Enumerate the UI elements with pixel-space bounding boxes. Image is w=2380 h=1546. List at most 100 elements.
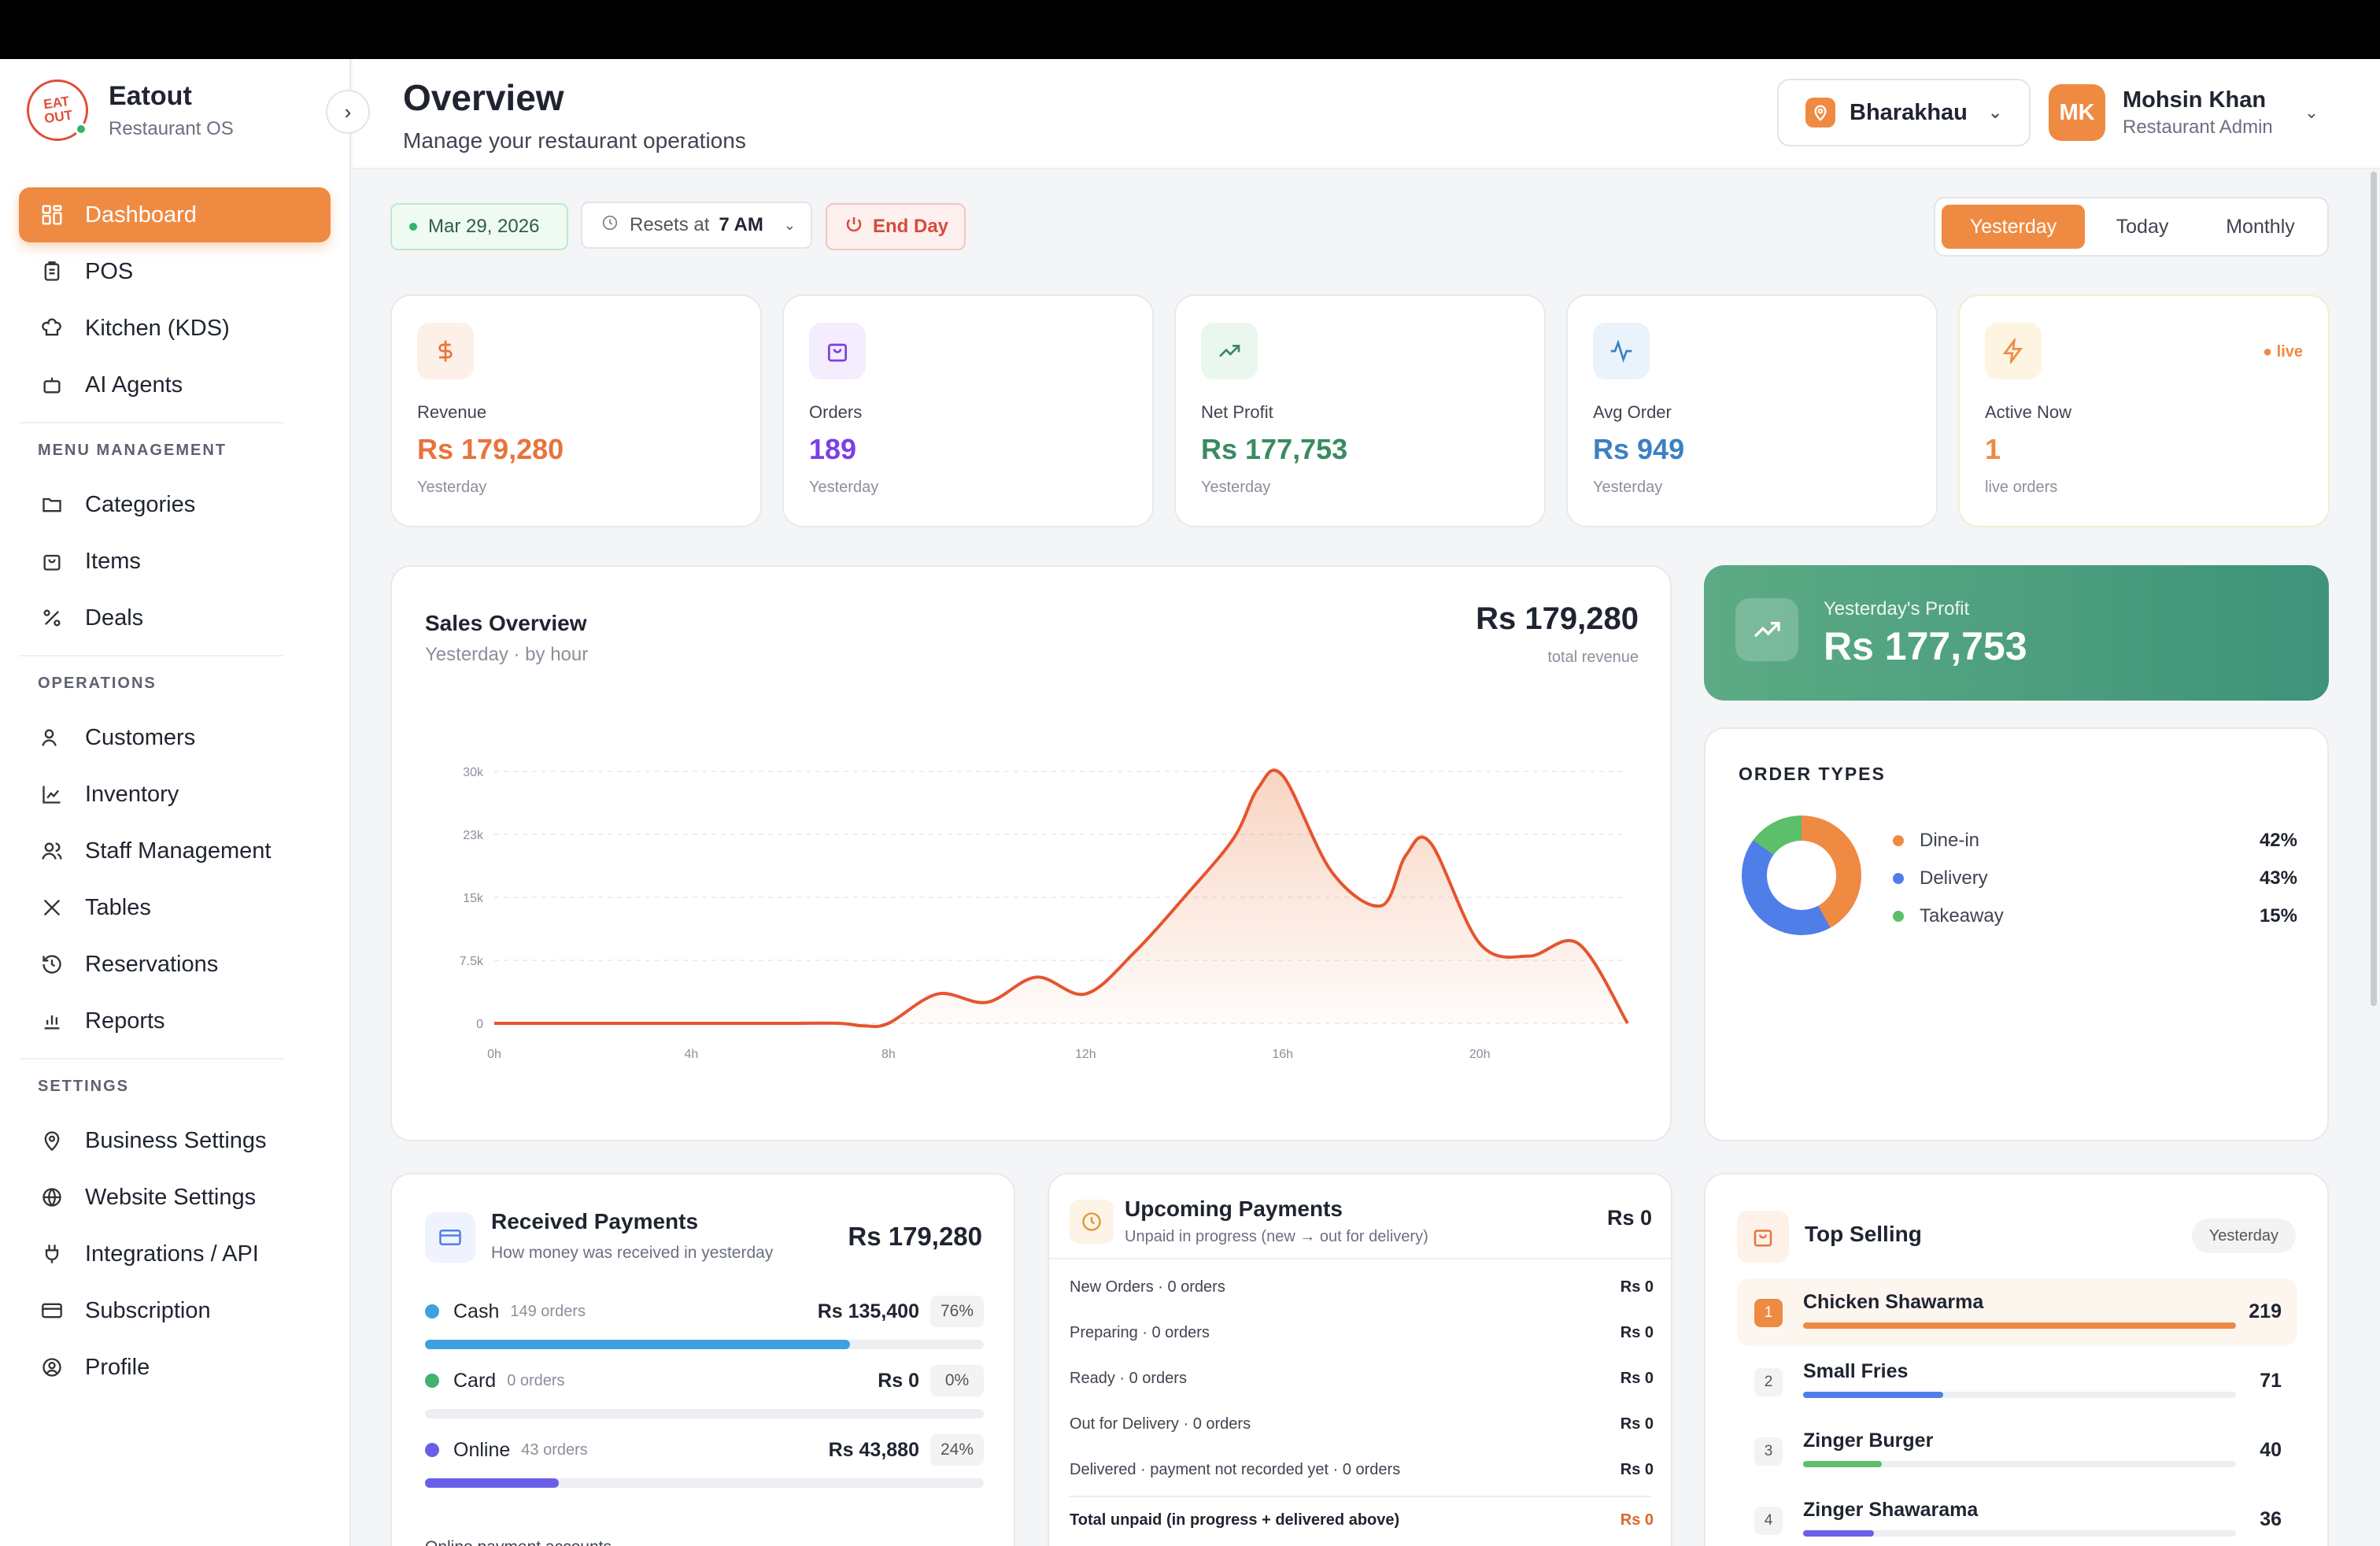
profit-value: Rs 177,753 xyxy=(1824,624,2027,668)
brand[interactable]: EAT OUT Eatout Restaurant OS xyxy=(27,80,234,141)
tab-monthly[interactable]: Monthly xyxy=(2226,215,2295,238)
sidebar-item-reports[interactable]: Reports xyxy=(19,993,331,1049)
legend-pct: 43% xyxy=(2259,867,2297,889)
stat-value: 1 xyxy=(1985,433,2001,465)
sales-overview-card: Sales Overview Yesterday · by hour Rs 17… xyxy=(390,565,1672,1141)
card-subtitle: How money was received in yesterday xyxy=(491,1244,774,1262)
top-item-row[interactable]: 1 Chicken Shawarma 219 xyxy=(1737,1278,2297,1346)
user-menu[interactable]: MK Mohsin Khan Restaurant Admin ⌄ xyxy=(2049,84,2319,141)
payment-dot xyxy=(425,1304,439,1319)
y-tick-label: 7.5k xyxy=(460,955,484,968)
branch-selector[interactable]: Bharakhau ⌄ xyxy=(1777,79,2031,146)
upcoming-row: Out for Delivery · 0 orders Rs 0 xyxy=(1070,1415,1654,1433)
item-bar-fill xyxy=(1803,1530,1875,1537)
rank-badge: 2 xyxy=(1754,1368,1783,1396)
date-badge[interactable]: Mar 29, 2026 xyxy=(390,203,568,250)
legend-dot xyxy=(1893,873,1904,884)
legend-pct: 42% xyxy=(2259,830,2297,851)
sidebar-item-customers[interactable]: Customers xyxy=(19,710,331,765)
power-icon xyxy=(844,215,863,239)
brand-name: Eatout xyxy=(109,80,192,111)
sidebar-item-dashboard[interactable]: Dashboard xyxy=(19,187,331,242)
top-item-row[interactable]: 3 Zinger Burger 40 xyxy=(1737,1417,2297,1485)
stat-card-revenue[interactable]: Revenue Rs 179,280 Yesterday xyxy=(390,294,762,527)
sales-line xyxy=(494,768,1629,1029)
y-tick-label: 0 xyxy=(476,1018,483,1031)
profile-icon xyxy=(39,1355,65,1380)
payment-bar xyxy=(425,1478,984,1488)
sidebar-item-ai-agents[interactable]: AI Agents xyxy=(19,357,331,412)
sidebar-item-label: Integrations / API xyxy=(85,1241,259,1267)
stat-label: Revenue xyxy=(417,402,487,422)
user-icon xyxy=(39,725,65,750)
item-name: Small Fries xyxy=(1803,1360,1909,1382)
legend-dine-in: Dine-in 42% xyxy=(1893,830,2297,852)
stat-card-orders[interactable]: Orders 189 Yesterday xyxy=(782,294,1154,527)
stat-card-active-now[interactable]: ● live Active Now 1 live orders xyxy=(1958,294,2330,527)
item-name: Zinger Burger xyxy=(1803,1429,1934,1452)
sidebar-item-label: Reservations xyxy=(85,951,219,977)
end-day-button[interactable]: End Day xyxy=(826,203,966,250)
sidebar-item-business-settings[interactable]: Business Settings xyxy=(19,1113,331,1168)
grid-icon xyxy=(39,202,65,227)
location-icon xyxy=(1805,98,1835,128)
item-bar-fill xyxy=(1803,1392,1944,1398)
sidebar-item-items[interactable]: Items xyxy=(19,534,331,589)
trend-up-icon xyxy=(1735,598,1798,661)
tab-yesterday[interactable]: Yesterday xyxy=(1942,205,2085,249)
item-bar xyxy=(1803,1461,2236,1467)
stat-sub: Yesterday xyxy=(809,479,879,496)
page-scrollbar[interactable] xyxy=(2371,172,2377,1006)
clock-icon xyxy=(601,214,619,237)
stat-label: Net Profit xyxy=(1201,402,1273,422)
end-day-label: End Day xyxy=(873,216,949,237)
sidebar-item-profile[interactable]: Profile xyxy=(19,1340,331,1395)
percent-icon xyxy=(39,605,65,631)
upcoming-row: New Orders · 0 orders Rs 0 xyxy=(1070,1278,1654,1296)
bag-icon xyxy=(809,323,866,379)
y-tick-label: 15k xyxy=(463,892,484,905)
tab-today[interactable]: Today xyxy=(2116,215,2169,238)
sidebar-item-kitchen[interactable]: Kitchen (KDS) xyxy=(19,301,331,356)
sidebar-item-integrations[interactable]: Integrations / API xyxy=(19,1226,331,1282)
sidebar-item-categories[interactable]: Categories xyxy=(19,477,331,532)
legend-pct: 15% xyxy=(2259,905,2297,926)
utensils-icon xyxy=(39,895,65,920)
top-item-row[interactable]: 4 Zinger Shawarama 36 xyxy=(1737,1486,2297,1546)
top-item-row[interactable]: 2 Small Fries 71 xyxy=(1737,1348,2297,1415)
reset-time-select[interactable]: Resets at 7 AM ⌄ xyxy=(581,202,812,249)
sidebar-item-deals[interactable]: Deals xyxy=(19,590,331,645)
sidebar-item-tables[interactable]: Tables xyxy=(19,880,331,935)
collapse-sidebar-button[interactable]: › xyxy=(326,90,370,134)
sidebar-item-label: Tables xyxy=(85,894,151,920)
card-title: Received Payments xyxy=(491,1209,699,1233)
rank-badge: 4 xyxy=(1754,1507,1783,1535)
sidebar-item-staff[interactable]: Staff Management xyxy=(19,823,331,878)
sidebar-item-label: Subscription xyxy=(85,1297,211,1323)
item-qty: 36 xyxy=(2260,1508,2282,1530)
stat-card-avg-order[interactable]: Avg Order Rs 949 Yesterday xyxy=(1566,294,1938,527)
stat-sub: Yesterday xyxy=(1201,479,1271,496)
location-icon xyxy=(39,1128,65,1153)
item-qty: 40 xyxy=(2260,1439,2282,1461)
received-payments-card: Received Payments How money was received… xyxy=(390,1173,1015,1546)
item-bar xyxy=(1803,1392,2236,1398)
robot-icon xyxy=(39,372,65,398)
sidebar-item-inventory[interactable]: Inventory xyxy=(19,767,331,822)
sidebar-item-reservations[interactable]: Reservations xyxy=(19,937,331,992)
sidebar-item-pos[interactable]: POS xyxy=(19,244,331,299)
card-icon xyxy=(39,1298,65,1323)
sidebar-item-website-settings[interactable]: Website Settings xyxy=(19,1170,331,1225)
folder-icon xyxy=(39,492,65,517)
stat-card-net-profit[interactable]: Net Profit Rs 177,753 Yesterday xyxy=(1174,294,1546,527)
item-name: Chicken Shawarma xyxy=(1803,1291,1984,1313)
item-bar-fill xyxy=(1803,1322,2236,1329)
stat-sub: live orders xyxy=(1985,479,2058,496)
upcoming-payments-card: Upcoming Payments Unpaid in progress (ne… xyxy=(1048,1173,1672,1546)
card-title: Upcoming Payments xyxy=(1125,1196,1343,1221)
sidebar-item-subscription[interactable]: Subscription xyxy=(19,1283,331,1338)
sidebar-item-label: Website Settings xyxy=(85,1184,257,1210)
user-name: Mohsin Khan xyxy=(2123,87,2267,113)
sales-area xyxy=(494,770,1628,1027)
brand-logo: EAT OUT xyxy=(27,80,88,141)
